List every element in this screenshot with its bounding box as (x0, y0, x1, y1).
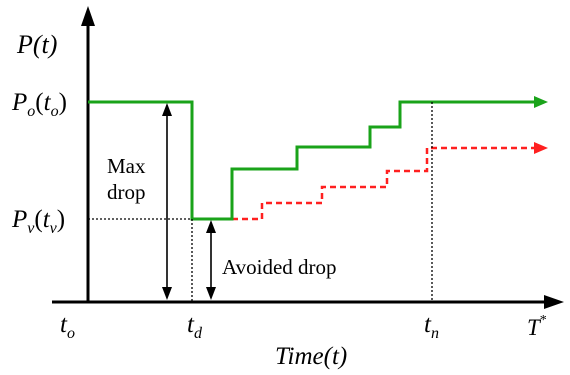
avoided-drop-label: Avoided drop (222, 255, 337, 279)
max-drop-arrow (162, 103, 172, 300)
actual-curve-arrowhead (534, 96, 548, 108)
tick-td-label: td (187, 311, 203, 342)
avoided-drop-arrow (206, 220, 216, 300)
tick-tn-label: tn (424, 311, 439, 342)
x-axis-label: Time(t) (275, 343, 347, 370)
y-axis-label: P(t) (16, 30, 57, 59)
reference-lines (88, 102, 433, 302)
actual-power-curve (88, 100, 534, 221)
max-drop-label-line2: drop (107, 180, 146, 204)
tick-to-label: to (60, 311, 75, 342)
avoided-curve-arrowhead (534, 142, 548, 154)
tick-tstar-label: T* (527, 313, 547, 340)
x-axis-arrowhead (544, 295, 564, 309)
y-axis-arrowhead (81, 6, 95, 26)
max-drop-label-line1: Max (107, 154, 146, 178)
level-po-label: Po(to) (11, 89, 67, 120)
avoided-drop-curve (232, 146, 534, 221)
axes (52, 6, 564, 309)
level-pv-label: Pv(tv) (11, 206, 65, 237)
